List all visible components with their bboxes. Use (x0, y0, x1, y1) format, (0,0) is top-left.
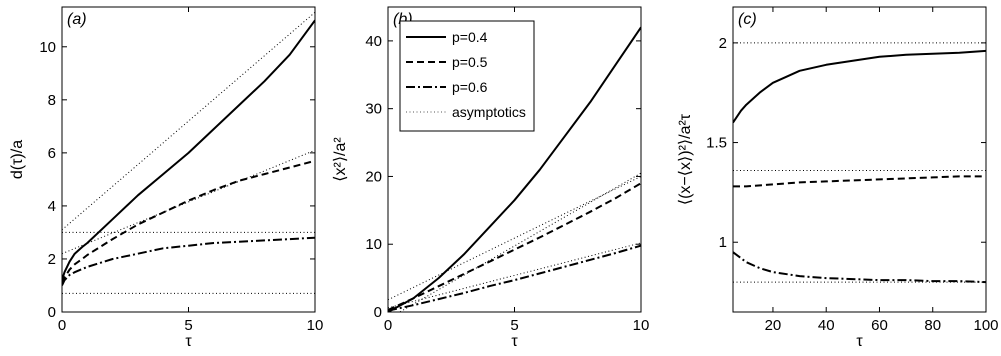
axes-frame (61, 6, 316, 313)
x-tick-label: 10 (307, 317, 324, 334)
x-tick-label: 40 (818, 317, 835, 334)
y-tick-label: 20 (365, 168, 382, 185)
x-axis-label: τ (185, 333, 192, 350)
series-line-dotted-4 (388, 242, 641, 309)
x-tick-label: 5 (184, 317, 192, 334)
legend-label: p=0.6 (452, 79, 488, 95)
y-tick-label: 10 (365, 236, 382, 253)
y-tick-label: 2 (48, 251, 56, 268)
y-tick-label: 6 (48, 145, 56, 162)
legend-label: asymptotics (452, 104, 526, 120)
y-tick-label: 30 (365, 101, 382, 118)
series-line-p-0-5 (388, 182, 641, 311)
y-tick-label: 40 (365, 33, 382, 50)
panel-c: 20 40 60 80 100 1 1.5 2 τ ⟨(x−⟨x⟩)²⟩/a²τ (c) (677, 6, 999, 350)
series-line-dashdot-2 (62, 236, 315, 286)
y-tick-label: 8 (48, 92, 56, 109)
panel-b: 0 5 10010203040τ⟨x²⟩/a²(b)p=0.4p=0.5p=0.6a… (332, 6, 650, 350)
x-tick-label: 0 (384, 317, 392, 334)
series-line-asymptotics (388, 175, 641, 301)
series-line-solid-0 (733, 49, 986, 124)
series-group (733, 42, 986, 284)
y-axis-label: d(τ)/a (9, 140, 26, 179)
series-line-dotted-4 (62, 149, 315, 255)
legend-box (399, 20, 535, 132)
axes-frame (732, 6, 987, 313)
series-line-dashed-1 (62, 159, 315, 284)
x-tick-label: 100 (973, 317, 998, 334)
series-line-dashdot-2 (733, 251, 986, 284)
x-axis-label: τ (511, 333, 518, 350)
series-line-solid-0 (62, 19, 315, 281)
x-tick-label: 10 (633, 317, 650, 334)
y-axis-label: ⟨x²⟩/a² (332, 137, 349, 182)
x-tick-label: 20 (765, 317, 782, 334)
panel-a: 0 5 10 0 2 4 6 8 10 τ d(τ)/a (a) (9, 6, 324, 350)
x-tick-label: 0 (58, 317, 66, 334)
y-tick-label: 1 (719, 234, 727, 251)
y-tick-label: 10 (39, 39, 56, 56)
series-group (62, 11, 315, 294)
legend-label: p=0.5 (452, 54, 488, 70)
series-line-dotted-5 (398, 172, 641, 312)
y-axis-label: ⟨(x−⟨x⟩)²⟩/a²τ (677, 113, 694, 205)
series-line-p-0-6 (388, 244, 641, 312)
series-line-dotted-3 (62, 11, 315, 231)
y-tick-label: 0 (48, 304, 56, 321)
x-tick-label: 60 (871, 317, 888, 334)
series-line-p-0-4 (388, 26, 641, 312)
panel-label: (c) (738, 11, 757, 28)
y-tick-label: 2 (719, 35, 727, 52)
panel-label: (a) (67, 11, 87, 28)
y-tick-label: 1.5 (706, 135, 727, 152)
legend-label: p=0.4 (452, 29, 488, 45)
y-tick-label: 0 (374, 304, 382, 321)
series-group (388, 26, 641, 312)
x-axis-label: τ (856, 333, 863, 350)
x-tick-label: 5 (510, 317, 518, 334)
x-tick-label: 80 (924, 317, 941, 334)
y-tick-label: 4 (48, 198, 56, 215)
series-line-dashed-1 (733, 175, 986, 188)
